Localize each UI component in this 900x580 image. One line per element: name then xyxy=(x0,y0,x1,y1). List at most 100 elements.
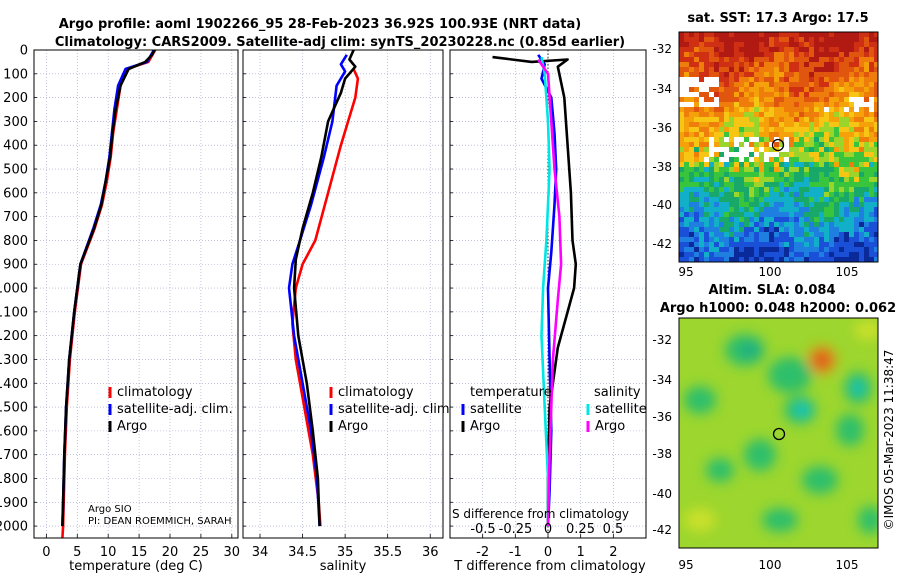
temperature-xtick-label: 10 xyxy=(100,545,117,560)
sst-cell xyxy=(869,232,874,237)
sst-cell xyxy=(729,107,734,112)
salinity-xtick-label: 35 xyxy=(337,545,354,560)
sst-cell xyxy=(689,112,694,117)
sst-cell xyxy=(709,217,714,222)
sst-cell xyxy=(869,157,874,162)
sst-cell xyxy=(704,242,709,247)
sst-cell xyxy=(724,52,729,57)
sst-cell xyxy=(794,197,799,202)
sst-cell xyxy=(834,247,839,252)
sst-cell xyxy=(754,97,759,102)
sst-cell xyxy=(839,197,844,202)
sst-cell xyxy=(759,122,764,127)
depth-tick-label: 1400 xyxy=(0,377,28,392)
sst-cell xyxy=(819,177,824,182)
sst-cell xyxy=(839,202,844,207)
sst-cell xyxy=(709,37,714,42)
sst-cell xyxy=(809,257,814,262)
sst-cell xyxy=(764,77,769,82)
sst-cell xyxy=(724,172,729,177)
sst-cell xyxy=(769,237,774,242)
sst-cell xyxy=(759,107,764,112)
sst-cell xyxy=(734,47,739,52)
sst-cell xyxy=(784,47,789,52)
sst-cell xyxy=(709,92,714,97)
sst-cell xyxy=(694,257,699,262)
sst-cell xyxy=(689,37,694,42)
sst-cell xyxy=(849,87,854,92)
sst-cell xyxy=(824,217,829,222)
sst-cell xyxy=(859,42,864,47)
sst-cell xyxy=(819,127,824,132)
sst-cell xyxy=(859,137,864,142)
sst-cell xyxy=(759,137,764,142)
temperature-xtick-label: 0 xyxy=(42,545,50,560)
sst-cell xyxy=(809,57,814,62)
sst-cell xyxy=(734,217,739,222)
legend-sal-argo: Argo xyxy=(595,419,625,434)
sst-cell xyxy=(784,122,789,127)
sst-cell xyxy=(754,87,759,92)
sst-cell xyxy=(764,162,769,167)
sla-lat-ticks: -32 -34 -36 -38 -40 -42 xyxy=(652,333,672,537)
sla-lat-42: -42 xyxy=(652,523,672,537)
s-difference-label: S difference from climatology xyxy=(452,507,629,521)
sst-cell xyxy=(714,67,719,72)
sst-cell xyxy=(859,37,864,42)
sst-cell xyxy=(689,182,694,187)
sst-cell xyxy=(719,142,724,147)
sst-cell xyxy=(819,207,824,212)
sst-cell xyxy=(769,257,774,262)
sst-cell xyxy=(774,42,779,47)
sst-cell xyxy=(784,92,789,97)
sst-cell xyxy=(754,72,759,77)
sst-cell xyxy=(699,232,704,237)
sst-cell xyxy=(749,42,754,47)
sst-cell xyxy=(724,142,729,147)
sst-cell xyxy=(854,182,859,187)
sst-cell xyxy=(809,187,814,192)
sst-cell xyxy=(784,57,789,62)
sst-cell xyxy=(834,182,839,187)
sst-cell xyxy=(774,222,779,227)
sst-cell xyxy=(844,127,849,132)
sst-cell xyxy=(769,167,774,172)
sst-cell xyxy=(804,67,809,72)
sst-cell xyxy=(689,67,694,72)
sst-cell xyxy=(694,182,699,187)
sst-cell xyxy=(744,82,749,87)
sst-cell xyxy=(739,237,744,242)
sst-cell xyxy=(814,62,819,67)
sst-cell xyxy=(779,177,784,182)
sst-cell xyxy=(714,32,719,37)
sst-cell xyxy=(784,247,789,252)
argo-position-marker xyxy=(772,427,786,441)
sst-cell xyxy=(844,242,849,247)
sla-lat-40: -40 xyxy=(652,487,672,501)
sst-cell xyxy=(829,112,834,117)
sst-cell xyxy=(724,232,729,237)
sst-cell xyxy=(744,157,749,162)
sst-cell xyxy=(784,67,789,72)
sst-cell xyxy=(819,202,824,207)
sst-cell xyxy=(864,52,869,57)
sst-cell xyxy=(834,212,839,217)
sst-cell xyxy=(754,227,759,232)
sst-cell xyxy=(859,47,864,52)
sst-cell xyxy=(774,147,779,152)
sst-cell xyxy=(729,127,734,132)
sst-cell xyxy=(824,92,829,97)
sst-cell xyxy=(869,202,874,207)
sst-cell xyxy=(854,87,859,92)
sst-cell xyxy=(859,222,864,227)
sst-cell xyxy=(854,167,859,172)
sst-cell xyxy=(759,222,764,227)
sst-cell xyxy=(744,42,749,47)
sst-cell xyxy=(854,117,859,122)
sst-cell xyxy=(694,202,699,207)
sst-cell xyxy=(794,182,799,187)
sst-cell xyxy=(699,62,704,67)
sst-cell xyxy=(844,207,849,212)
sst-cell xyxy=(709,87,714,92)
sst-cell xyxy=(724,92,729,97)
